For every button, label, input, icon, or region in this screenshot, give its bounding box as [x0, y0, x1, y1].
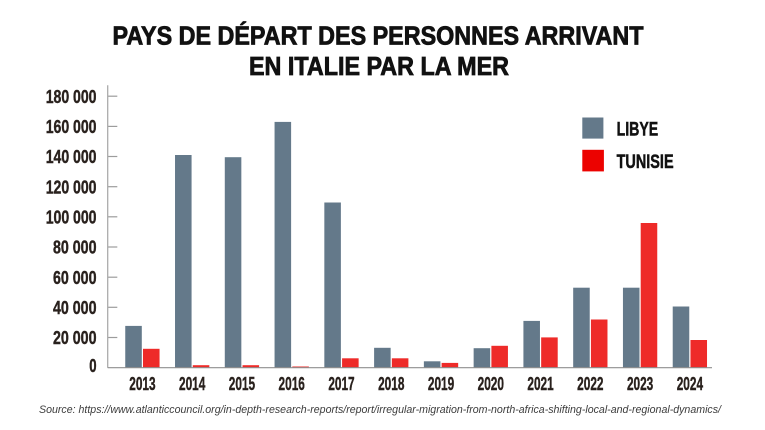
svg-text:2017: 2017	[328, 373, 354, 394]
svg-text:Source: https://www.atlanticco: Source: https://www.atlanticcouncil.org/…	[39, 404, 722, 416]
svg-text:LIBYE: LIBYE	[617, 120, 659, 141]
svg-text:2013: 2013	[129, 373, 155, 394]
svg-text:2022: 2022	[577, 373, 603, 394]
svg-text:2016: 2016	[279, 373, 305, 394]
svg-text:0: 0	[89, 355, 96, 376]
svg-text:20 000: 20 000	[53, 327, 97, 348]
svg-text:80 000: 80 000	[53, 237, 97, 258]
svg-text:40 000: 40 000	[53, 297, 97, 318]
svg-text:120 000: 120 000	[46, 176, 97, 197]
svg-text:EN ITALIE PAR LA MER: EN ITALIE PAR LA MER	[249, 53, 509, 81]
svg-text:2018: 2018	[378, 373, 404, 394]
svg-text:140 000: 140 000	[46, 146, 97, 167]
svg-text:60 000: 60 000	[53, 267, 97, 288]
svg-text:2019: 2019	[428, 373, 454, 394]
svg-text:2021: 2021	[527, 373, 553, 394]
svg-text:PAYS DE DÉPART DES PERSONNES A: PAYS DE DÉPART DES PERSONNES ARRIVANT	[113, 22, 644, 51]
svg-text:100 000: 100 000	[46, 207, 97, 228]
svg-text:160 000: 160 000	[46, 116, 97, 137]
svg-text:TUNISIE: TUNISIE	[617, 152, 674, 173]
svg-text:2024: 2024	[677, 373, 704, 394]
svg-text:2023: 2023	[627, 373, 653, 394]
svg-text:2020: 2020	[478, 373, 504, 394]
svg-text:2014: 2014	[179, 373, 206, 394]
svg-text:180 000: 180 000	[46, 86, 97, 107]
svg-text:2015: 2015	[229, 373, 255, 394]
